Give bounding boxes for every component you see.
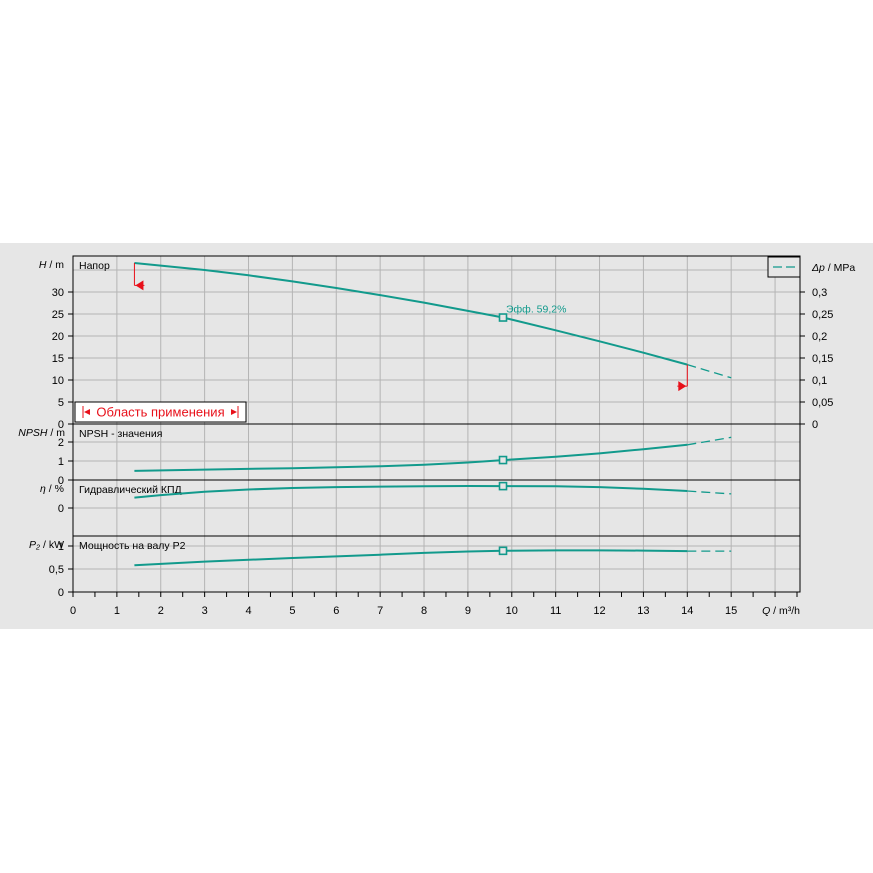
curve-dashed xyxy=(687,490,732,495)
y-tick-label: 1 xyxy=(58,456,64,468)
y-tick-label: 5 xyxy=(58,397,64,409)
panel-title: Мощность на валу P2 xyxy=(79,540,186,552)
range-box-right-arrow xyxy=(231,409,237,415)
x-tick-label: 3 xyxy=(202,605,208,617)
application-range-box xyxy=(74,401,247,423)
y-axis-unit: % xyxy=(55,483,64,495)
x-tick-label: 11 xyxy=(550,605,561,617)
plot-frame xyxy=(72,255,801,593)
right-tick-label: 0,15 xyxy=(812,353,833,365)
y-tick-label: 0 xyxy=(58,419,64,431)
x-tick-label: 12 xyxy=(593,605,605,617)
legend-box xyxy=(767,256,801,278)
x-tick-label: 4 xyxy=(245,605,251,617)
y-tick-label: 0 xyxy=(58,475,64,487)
x-tick-label: 8 xyxy=(421,605,427,617)
x-axis-unit: m³/h xyxy=(779,605,800,617)
y-axis-label: H / m xyxy=(39,259,64,271)
x-tick-label: 2 xyxy=(158,605,164,617)
x-tick-label: 14 xyxy=(681,605,693,617)
duty-point-marker xyxy=(498,455,508,465)
x-axis-separator: / xyxy=(770,605,779,617)
y-axis-label: P₂ / kW xyxy=(29,539,64,551)
y-tick-label: 15 xyxy=(52,353,64,365)
right-tick-label: 0,25 xyxy=(812,309,833,321)
y-axis-variable: NPSH xyxy=(18,427,48,439)
x-tick-label: 9 xyxy=(465,605,471,617)
y-axis-unit: m xyxy=(55,259,64,271)
panel-title: Напор xyxy=(79,260,110,272)
y-tick-label: 0 xyxy=(58,503,64,515)
right-tick-label: 0,05 xyxy=(812,397,833,409)
y-axis-separator: / xyxy=(47,427,56,439)
y-tick-label: 10 xyxy=(52,375,64,387)
x-tick-label: 7 xyxy=(377,605,383,617)
efficiency-label: Эфф. 59,2% xyxy=(506,304,566,316)
x-tick-label: 1 xyxy=(114,605,120,617)
curve-solid xyxy=(134,484,688,499)
y-axis-unit: kW xyxy=(49,539,64,551)
curve-solid xyxy=(134,443,688,472)
right-tick-label: 0,3 xyxy=(812,287,827,299)
y-axis-unit: m xyxy=(56,427,65,439)
y-axis-separator: / xyxy=(46,483,55,495)
panel-title: NPSH - значения xyxy=(79,428,162,440)
x-axis-label: Q / m³/h xyxy=(762,605,800,617)
right-axis-variable: Δp xyxy=(811,262,825,274)
y-tick-label: 2 xyxy=(58,437,64,449)
y-axis-variable: P₂ xyxy=(29,539,40,551)
y-axis-separator: / xyxy=(40,539,49,551)
x-tick-label: 5 xyxy=(289,605,295,617)
right-tick-label: 0 xyxy=(812,419,818,431)
x-tick-label: 13 xyxy=(637,605,649,617)
right-axis-separator: / xyxy=(825,262,834,274)
right-tick-label: 0,2 xyxy=(812,331,827,343)
duty-point-marker xyxy=(498,313,508,322)
y-axis-separator: / xyxy=(46,259,55,271)
chart-panel: 0 5 10 15 20 25 30 H / m Напор Эфф. 59,2% 0 0,05 0,1… xyxy=(0,243,873,629)
curve-solid xyxy=(134,262,688,366)
x-tick-label: 15 xyxy=(725,605,737,617)
right-tick-label: 0,1 xyxy=(812,375,827,387)
application-range-label: Область применения xyxy=(96,405,224,420)
range-box-left-arrow xyxy=(84,409,90,415)
curve-dashed xyxy=(687,436,732,446)
y-tick-label: 20 xyxy=(52,331,64,343)
y-axis-variable: H xyxy=(39,259,47,271)
duty-point-marker xyxy=(498,546,508,556)
x-tick-label: 10 xyxy=(506,605,518,617)
y-axis-variable: η xyxy=(40,483,46,495)
curve-solid xyxy=(134,549,688,567)
y-tick-label: 0 xyxy=(58,587,64,599)
x-tick-label: 0 xyxy=(70,605,76,617)
right-axis-label: Δp / MPa xyxy=(811,262,855,274)
y-tick-label: 25 xyxy=(52,309,64,321)
y-tick-label: 0,5 xyxy=(49,564,64,576)
duty-point-marker xyxy=(498,481,508,491)
right-axis-unit: MPa xyxy=(834,262,856,274)
curve-dashed xyxy=(687,363,732,379)
y-axis-label: η / % xyxy=(40,483,64,495)
x-axis-variable: Q xyxy=(762,605,770,617)
y-axis-label: NPSH / m xyxy=(18,427,65,439)
range-limit-arrow xyxy=(135,280,144,291)
y-tick-label: 1 xyxy=(58,541,64,553)
y-tick-label: 30 xyxy=(52,287,64,299)
panel-title: Гидравлический КПД xyxy=(79,484,182,496)
range-limit-arrow xyxy=(678,381,687,392)
x-tick-label: 6 xyxy=(333,605,339,617)
